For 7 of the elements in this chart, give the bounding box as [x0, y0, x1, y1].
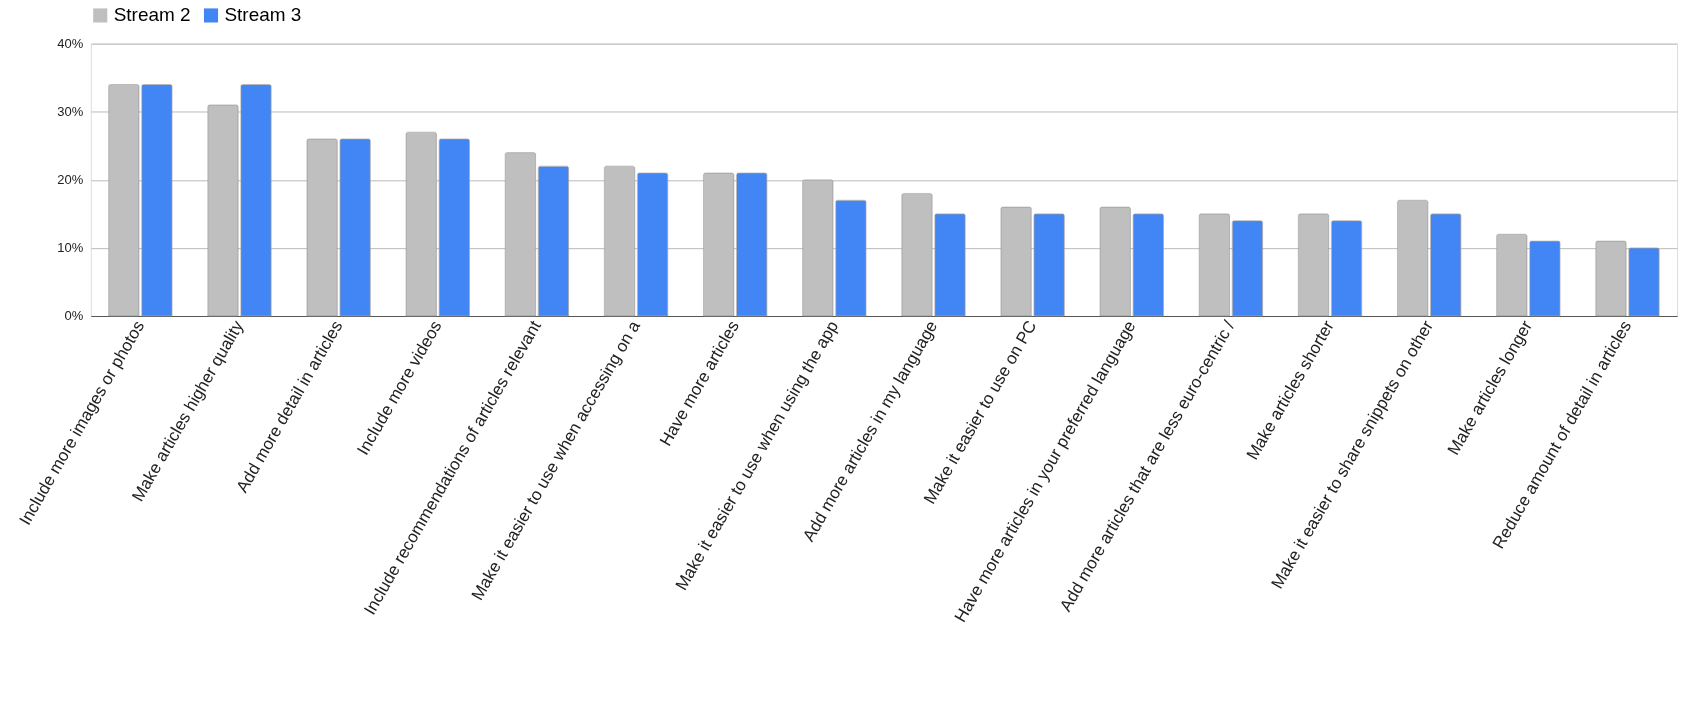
y-tick-label: 10%: [57, 240, 84, 256]
y-tick-label: 30%: [57, 104, 84, 120]
legend-label: Stream 2: [113, 4, 191, 26]
y-tick-label: 20%: [57, 172, 84, 188]
y-tick-label: 40%: [57, 36, 84, 52]
legend-label: Stream 3: [224, 4, 302, 26]
y-tick-label: 0%: [64, 308, 84, 324]
